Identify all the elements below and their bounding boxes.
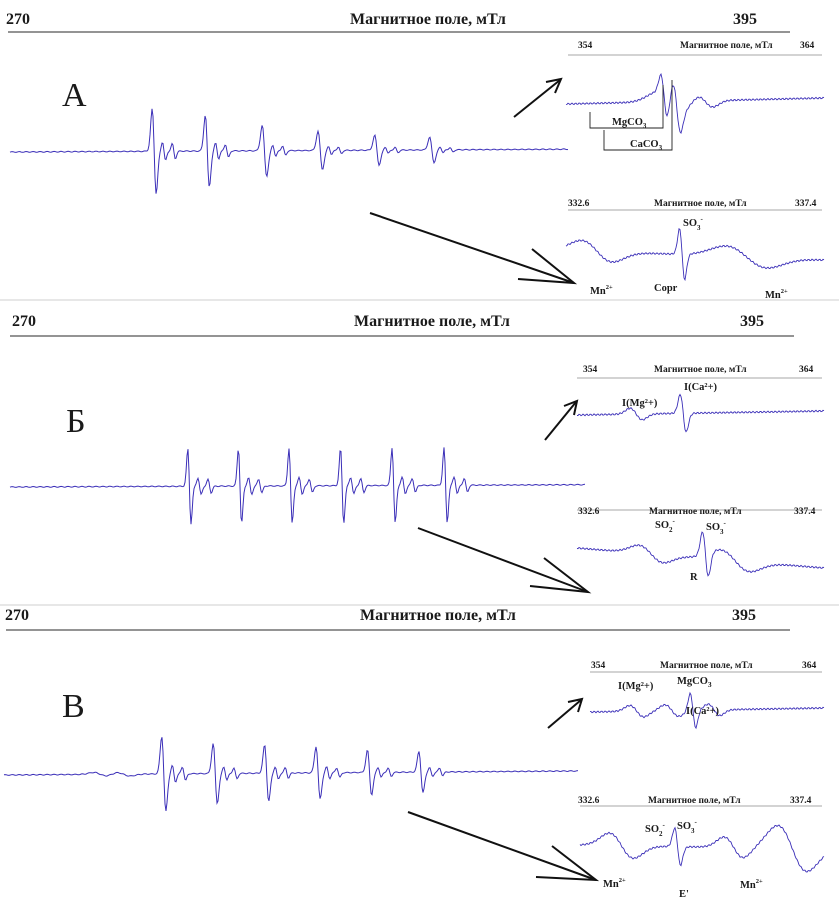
panel-c-arrow-bottom-head (535, 845, 600, 882)
panel-b-inset-top-min: 354 (583, 365, 598, 375)
panel-a-xtitle: Магнитное поле, мТл (350, 11, 506, 28)
panel-a-inset-top-spectrum (565, 73, 825, 134)
panel-c-spectrum (3, 737, 579, 811)
panel-c-label-img: I(Mg²+) (618, 681, 654, 692)
panel-a-arrow-bottom-head (517, 248, 578, 285)
panel-a-inset-top: 354 Магнитное поле, мТл 364 MgCO3 CaCO3 (565, 41, 825, 152)
panel-b-letter: Б (66, 403, 86, 440)
panel-a-mgco3-bracket (589, 85, 664, 129)
panel-c-label-e: E' (679, 889, 689, 900)
panel-c-arrows (407, 697, 600, 882)
panel-a-xmin: 270 (6, 11, 30, 28)
panel-b-label-so2: SO2- (655, 517, 676, 534)
panel-a-label-mgco3: MgCO3 (612, 117, 647, 130)
panel-a-arrow-bottom (369, 212, 575, 284)
panel-a-inset-bottom-max: 337.4 (795, 199, 817, 209)
panel-c-inset-top-min: 354 (591, 661, 606, 671)
panel-a-caco3-bracket (603, 80, 673, 151)
panel-a-arrows (369, 77, 578, 285)
panel-b-label-ica: I(Ca²+) (684, 382, 718, 393)
panel-b-xmin: 270 (12, 313, 36, 330)
panel-c-label-mgco3: MgCO3 (677, 676, 712, 689)
panel-b-inset-bottom-max: 337.4 (794, 507, 816, 517)
panel-c-inset-bottom-min: 332.6 (578, 796, 600, 806)
panel-b-spectrum (9, 447, 586, 525)
panel-a-label-caco3: CaCO3 (630, 139, 663, 152)
panel-a-label-copr: Copr (654, 283, 678, 294)
panel-c-label-mn-left: Mn2+ (603, 877, 626, 890)
panel-b-inset-top: 354 Магнитное поле, мТл 364 I(Mg²+) I(Ca… (577, 365, 825, 433)
panel-a-spectrum (9, 108, 569, 194)
panel-a-label-mn-left: Mn2+ (590, 284, 613, 297)
panel-c-inset-bottom-spectrum (579, 824, 825, 873)
panel-c-inset-top-max: 364 (802, 661, 817, 671)
panel-a-inset-top-max: 364 (800, 41, 815, 51)
panel-c-inset-bottom: 332.6 Магнитное поле, мТл 337.4 SO2- SO3… (578, 796, 825, 900)
panel-a: 270 Магнитное поле, мТл 395 А 354 Магнит… (6, 11, 825, 301)
panel-c: 270 Магнитное поле, мТл 395 В 354 Магнит… (3, 607, 825, 900)
panel-c-arrow-bottom (407, 811, 597, 881)
panel-b-xtitle: Магнитное поле, мТл (354, 313, 510, 330)
panel-a-label-so3: SO3- (683, 215, 704, 232)
panel-b-inset-top-max: 364 (799, 365, 814, 375)
panel-c-inset-bottom-max: 337.4 (790, 796, 812, 806)
panel-b-inset-bottom-title: Магнитное поле, мТл (649, 507, 742, 517)
panel-c-arrow-top-head (567, 697, 584, 713)
panel-c-inset-bottom-title: Магнитное поле, мТл (648, 796, 741, 806)
panel-c-label-so3: SO3- (677, 818, 698, 835)
panel-b-inset-top-spectrum (577, 393, 825, 433)
panel-a-arrow-top-head (545, 77, 563, 94)
panel-c-xtitle: Магнитное поле, мТл (360, 607, 516, 624)
panel-a-label-mn-right: Mn2+ (765, 288, 788, 301)
panel-b-label-so3: SO3- (706, 519, 727, 536)
panel-a-inset-bottom-min: 332.6 (568, 199, 590, 209)
panel-b-arrow-top (544, 401, 577, 441)
panel-b-inset-bottom-spectrum (576, 531, 825, 577)
panel-b: 270 Магнитное поле, мТл 395 Б 354 Магнит… (9, 313, 825, 594)
panel-b-inset-bottom-min: 332.6 (578, 507, 600, 517)
panel-b-arrow-bottom (417, 527, 589, 593)
panel-c-inset-top-spectrum (589, 691, 825, 730)
panel-c-inset-top: 354 Магнитное поле, мТл 364 I(Mg²+) MgCO… (589, 661, 825, 730)
panel-c-inset-top-title: Магнитное поле, мТл (660, 661, 753, 671)
panel-a-inset-bottom-spectrum (565, 228, 825, 282)
panel-a-arrow-top (513, 79, 561, 118)
panel-a-inset-top-title: Магнитное поле, мТл (680, 41, 773, 51)
panel-b-label-r: R (690, 572, 698, 583)
panel-c-xmin: 270 (5, 607, 29, 624)
panel-a-xmax: 395 (733, 11, 757, 28)
panel-c-label-ica: I(Ca²+) (686, 706, 720, 717)
panel-b-xmax: 395 (740, 313, 764, 330)
panel-c-letter: В (62, 688, 85, 725)
panel-c-label-mn-right: Mn2+ (740, 878, 763, 891)
panel-b-label-img: I(Mg²+) (622, 398, 658, 409)
panel-a-inset-bottom: 332.6 Магнитное поле, мТл 337.4 SO3- Mn2… (565, 199, 825, 301)
panel-c-label-so2: SO2- (645, 821, 666, 838)
panel-b-inset-top-title: Магнитное поле, мТл (654, 365, 747, 375)
panel-b-arrow-top-head (563, 399, 579, 416)
panel-b-arrows (417, 399, 592, 594)
panel-b-arrow-bottom-head (529, 557, 592, 594)
panel-c-xmax: 395 (732, 607, 756, 624)
panel-a-inset-bottom-title: Магнитное поле, мТл (654, 199, 747, 209)
panel-a-inset-top-min: 354 (578, 41, 593, 51)
panel-c-arrow-top (547, 699, 582, 729)
panel-b-inset-bottom: 332.6 Магнитное поле, мТл 337.4 SO2- SO3… (576, 507, 825, 583)
panel-a-letter: А (62, 77, 87, 114)
